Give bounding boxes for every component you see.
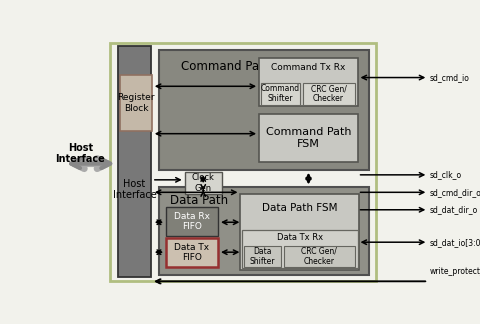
Text: Host
Interface: Host Interface xyxy=(56,143,105,165)
Text: Register
Block: Register Block xyxy=(117,93,155,113)
Text: Data Path: Data Path xyxy=(170,194,228,207)
FancyBboxPatch shape xyxy=(302,83,355,105)
FancyBboxPatch shape xyxy=(166,238,218,267)
Text: Data
Shifter: Data Shifter xyxy=(250,247,276,266)
Text: CRC Gen/
Checker: CRC Gen/ Checker xyxy=(311,84,347,103)
FancyBboxPatch shape xyxy=(240,193,360,270)
Text: Data Rx
FIFO: Data Rx FIFO xyxy=(174,212,210,231)
FancyBboxPatch shape xyxy=(158,187,369,275)
Text: write_protect_i: write_protect_i xyxy=(430,267,480,276)
Text: Command Path: Command Path xyxy=(181,60,271,73)
Text: Host
Interface: Host Interface xyxy=(112,179,156,200)
Text: Data Tx Rx: Data Tx Rx xyxy=(277,233,323,242)
FancyBboxPatch shape xyxy=(242,230,358,268)
FancyBboxPatch shape xyxy=(185,172,222,193)
Text: Command Tx Rx: Command Tx Rx xyxy=(271,63,346,72)
FancyBboxPatch shape xyxy=(284,246,355,267)
FancyBboxPatch shape xyxy=(158,50,369,170)
FancyBboxPatch shape xyxy=(120,75,152,131)
Text: Command
Shifter: Command Shifter xyxy=(261,84,300,103)
FancyBboxPatch shape xyxy=(259,58,358,106)
FancyBboxPatch shape xyxy=(166,207,218,236)
Text: sd_cmd_dir_o: sd_cmd_dir_o xyxy=(430,188,480,197)
Text: sd_dat_dir_o: sd_dat_dir_o xyxy=(430,205,478,214)
Text: Clock
Gen: Clock Gen xyxy=(192,173,215,193)
Text: CRC Gen/
Checker: CRC Gen/ Checker xyxy=(301,247,337,266)
FancyBboxPatch shape xyxy=(110,43,376,281)
FancyBboxPatch shape xyxy=(118,46,151,277)
Text: Data Tx
FIFO: Data Tx FIFO xyxy=(175,243,210,262)
FancyBboxPatch shape xyxy=(261,83,300,105)
Text: sd_dat_io[3:0]: sd_dat_io[3:0] xyxy=(430,238,480,247)
FancyBboxPatch shape xyxy=(244,246,281,267)
Text: Data Path FSM: Data Path FSM xyxy=(262,203,338,213)
Text: sd_cmd_io: sd_cmd_io xyxy=(430,73,469,82)
Text: Command Path
FSM: Command Path FSM xyxy=(265,127,351,149)
FancyBboxPatch shape xyxy=(259,114,358,162)
Text: sd_clk_o: sd_clk_o xyxy=(430,170,462,179)
